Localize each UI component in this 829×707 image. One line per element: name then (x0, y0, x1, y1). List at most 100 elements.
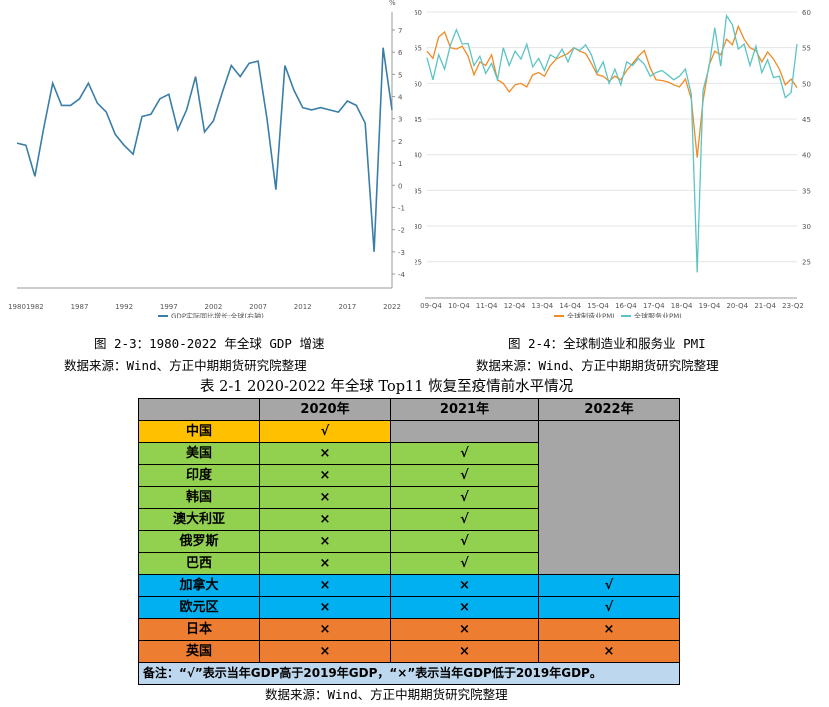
source-note-bottom: 数据来源：Wind、方正中期期货研究院整理 (265, 687, 508, 702)
empty-cell (538, 420, 680, 575)
gdp-x-tick-label: 1982 (26, 303, 44, 311)
value-cell: × (259, 530, 391, 553)
table-row: 韩国 × √ (138, 486, 680, 509)
value-cell: × (259, 640, 391, 663)
table-note-row: 备注：“√”表示当年GDP高于2019年GDP，“×”表示当年GDP低于2019… (138, 662, 680, 685)
value-cell: × (538, 640, 680, 663)
gdp-y-unit: % (389, 0, 396, 7)
pmi-x-tick-label: 20-Q4 (726, 302, 748, 310)
value-cell: × (259, 574, 391, 597)
gdp-y-tick-label: -1 (398, 204, 405, 212)
pmi-x-tick-label: 17-Q4 (643, 302, 665, 310)
pmi-y-tick-label-right: 55 (802, 45, 811, 53)
country-cell: 韩国 (138, 486, 260, 509)
value-cell: × (390, 640, 539, 663)
gdp-y-tick-label: 0 (398, 182, 402, 190)
pmi-y-tick-label-left: 40 (415, 152, 422, 160)
country-cell: 中国 (138, 420, 260, 443)
value-cell: × (259, 596, 391, 619)
value-cell: × (259, 508, 391, 531)
value-cell: × (390, 574, 539, 597)
table-row: 印度 × √ (138, 464, 680, 487)
gdp-x-tick-label: 1992 (115, 303, 133, 311)
gdp-y-tick-label: 5 (398, 71, 402, 79)
value-cell: √ (390, 552, 539, 575)
pmi-x-tick-label: 23-Q2 (782, 302, 804, 310)
empty-cell (390, 420, 539, 443)
pmi-x-tick-label: 18-Q4 (671, 302, 693, 310)
value-cell: × (390, 596, 539, 619)
pmi-y-tick-label-right: 35 (802, 187, 811, 195)
country-cell: 英国 (138, 640, 260, 663)
table-title: 表 2-1 2020-2022 年全球 Top11 恢复至疫情前水平情况 (200, 379, 574, 395)
pmi-legend-label: 全球制造业PMI (567, 312, 614, 319)
pmi-y-tick-label-right: 40 (802, 152, 811, 160)
gdp-x-tick-label: 2007 (249, 303, 267, 311)
pmi-x-tick-label: 09-Q4 (420, 302, 442, 310)
pmi-y-tick-label-left: 25 (415, 259, 422, 267)
country-cell: 巴西 (138, 552, 260, 575)
header-cell (138, 398, 260, 421)
table-row: 欧元区 × × √ (138, 596, 680, 619)
pmi-y-tick-label-right: 25 (802, 259, 811, 267)
pmi-x-tick-label: 21-Q4 (754, 302, 776, 310)
gdp-x-tick-label: 2002 (205, 303, 223, 311)
pmi-x-tick-label: 14-Q4 (559, 302, 581, 310)
value-cell: √ (538, 596, 680, 619)
pmi-x-tick-label: 10-Q4 (448, 302, 470, 310)
country-cell: 印度 (138, 464, 260, 487)
source-note-left: 数据来源：Wind、方正中期期货研究院整理 (64, 358, 307, 373)
pmi-x-tick-label: 16-Q4 (615, 302, 637, 310)
header-cell: 2020年 (259, 398, 391, 421)
table-row: 日本 × × × (138, 618, 680, 641)
gdp-series-line (16, 47, 393, 252)
pmi-y-tick-label-left: 35 (415, 187, 422, 195)
country-cell: 澳大利亚 (138, 508, 260, 531)
pmi-y-tick-label-left: 30 (415, 223, 422, 231)
pmi-x-tick-label: 12-Q4 (504, 302, 526, 310)
value-cell: × (259, 442, 391, 465)
value-cell: × (538, 618, 680, 641)
pmi-x-tick-label: 13-Q4 (532, 302, 554, 310)
header-cell: 2021年 (390, 398, 539, 421)
table-row: 英国 × × × (138, 640, 680, 663)
pmi-y-tick-label-right: 50 (802, 80, 811, 88)
gdp-x-tick-label: 1980 (8, 303, 26, 311)
value-cell: √ (390, 508, 539, 531)
value-cell: √ (259, 420, 391, 443)
table-header-row: 2020年 2021年 2022年 (138, 398, 680, 421)
source-note-right: 数据来源：Wind、方正中期期货研究院整理 (476, 358, 719, 373)
table-row: 巴西 × √ (138, 552, 680, 575)
recovery-table: 2020年 2021年 2022年 中国 √ 美国 × √ 印度 × √ 韩国 … (138, 398, 680, 685)
pmi-x-tick-label: 15-Q4 (587, 302, 609, 310)
country-cell: 日本 (138, 618, 260, 641)
value-cell: × (259, 552, 391, 575)
gdp-y-tick-label: -3 (398, 249, 405, 257)
pmi-x-tick-label: 11-Q4 (476, 302, 498, 310)
value-cell: × (390, 618, 539, 641)
pmi-y-tick-label-right: 60 (802, 9, 811, 17)
value-cell: √ (390, 442, 539, 465)
gdp-y-tick-label: 7 (398, 27, 402, 35)
gdp-x-tick-label: 2017 (338, 303, 356, 311)
gdp-y-tick-label: 4 (398, 94, 403, 102)
pmi-y-tick-label-right: 45 (802, 116, 811, 124)
value-cell: × (259, 486, 391, 509)
gdp-y-tick-label: 3 (398, 116, 402, 124)
gdp-y-tick-label: 2 (398, 138, 402, 146)
pmi-y-tick-label-left: 55 (415, 45, 422, 53)
pmi-chart: 25 30 35 40 45 50 55 60 25 30 35 40 45 50 55 60 09-Q4 1… (415, 9, 811, 319)
value-cell: √ (538, 574, 680, 597)
pmi-y-tick-label-right: 30 (802, 223, 811, 231)
value-cell: √ (390, 530, 539, 553)
pmi-x-tick-label: 19-Q4 (699, 302, 721, 310)
value-cell: × (259, 464, 391, 487)
gdp-x-tick-label: 2012 (294, 303, 312, 311)
table-note: 备注：“√”表示当年GDP高于2019年GDP，“×”表示当年GDP低于2019… (138, 662, 680, 685)
gdp-y-tick-label: -2 (398, 227, 405, 235)
gdp-chart: -4 -3 -2 -1 0 1 2 3 4 5 6 7 1980 1982 1987 1992 1997 200… (8, 0, 405, 318)
country-cell: 加拿大 (138, 574, 260, 597)
value-cell: √ (390, 486, 539, 509)
gdp-x-tick-label: 1987 (71, 303, 89, 311)
pmi-y-tick-label-left: 50 (415, 80, 422, 88)
